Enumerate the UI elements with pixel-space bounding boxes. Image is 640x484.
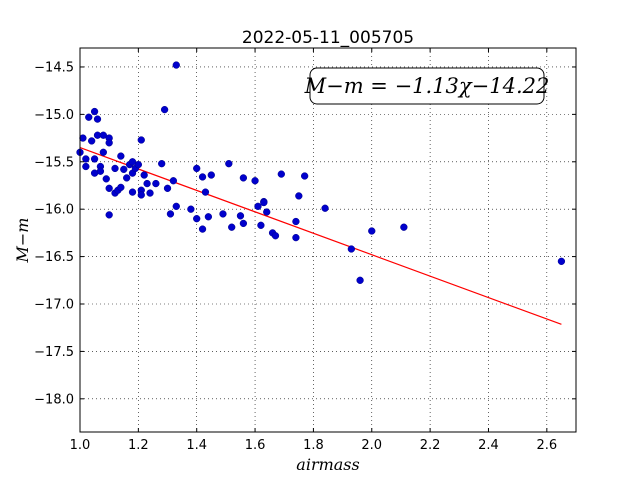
y-tick-label: −18.0	[34, 392, 74, 407]
data-point	[357, 277, 364, 284]
data-point	[272, 232, 279, 239]
y-tick-label: −15.0	[34, 108, 74, 123]
data-point	[228, 224, 235, 231]
data-point	[112, 165, 119, 172]
data-point	[94, 116, 101, 123]
x-tick-label: 2.2	[420, 438, 441, 453]
data-point	[138, 137, 145, 144]
data-point	[135, 161, 142, 168]
x-tick-label: 2.0	[361, 438, 382, 453]
data-point	[205, 213, 212, 220]
data-point	[91, 156, 98, 163]
data-point	[293, 234, 300, 241]
x-tick-labels: 1.0 1.2 1.4 1.6 1.8 2.0 2.2 2.4 2.6	[70, 438, 558, 453]
data-point	[348, 246, 355, 253]
x-tick-label: 2.4	[478, 438, 499, 453]
data-point	[558, 258, 565, 265]
x-tick-label: 1.2	[128, 438, 149, 453]
data-point	[278, 171, 285, 178]
data-point	[138, 192, 145, 199]
data-point	[158, 160, 165, 167]
data-point	[91, 108, 98, 115]
data-point	[240, 174, 247, 181]
y-tick-label: −16.5	[34, 250, 74, 265]
data-point	[144, 180, 151, 187]
data-point	[123, 174, 130, 181]
data-point	[173, 203, 180, 210]
x-tick-label: 1.6	[245, 438, 266, 453]
plot-area	[77, 48, 576, 432]
data-point	[80, 135, 87, 142]
data-point	[97, 168, 104, 175]
data-point	[263, 209, 270, 216]
data-point	[141, 172, 148, 179]
chart-title: 2022-05-11_005705	[242, 28, 414, 48]
data-point	[173, 62, 180, 69]
data-point	[106, 211, 113, 218]
data-point	[117, 184, 124, 191]
data-point	[152, 180, 159, 187]
fit-annotation: M−m = −1.13χ−14.22	[304, 68, 550, 104]
x-tick-label: 1.0	[70, 438, 91, 453]
data-point	[147, 190, 154, 197]
data-point	[293, 218, 300, 225]
data-point	[301, 173, 308, 180]
data-point	[237, 212, 244, 219]
data-point	[202, 189, 209, 196]
data-point	[88, 138, 95, 145]
x-axis-label: airmass	[296, 455, 359, 474]
data-point	[167, 211, 174, 218]
data-point	[400, 224, 407, 231]
data-point	[129, 189, 136, 196]
data-point	[106, 139, 113, 146]
data-point	[106, 185, 113, 192]
data-point	[255, 203, 262, 210]
data-point	[117, 153, 124, 160]
data-point	[225, 160, 232, 167]
data-point	[103, 175, 110, 182]
data-point	[220, 211, 227, 218]
data-point	[161, 106, 168, 113]
data-point	[170, 177, 177, 184]
data-point	[193, 165, 200, 172]
y-axis-label: M−m	[13, 218, 32, 264]
y-tick-label: −16.0	[34, 203, 74, 218]
y-tick-label: −14.5	[34, 60, 74, 75]
data-point	[199, 226, 206, 233]
data-point	[82, 163, 89, 170]
plot-background	[80, 48, 576, 432]
data-point	[208, 172, 215, 179]
data-point	[199, 174, 206, 181]
data-point	[260, 199, 267, 206]
data-point	[164, 185, 171, 192]
data-point	[252, 177, 259, 184]
x-tick-label: 1.8	[303, 438, 324, 453]
data-point	[295, 193, 302, 200]
y-tick-label: −17.5	[34, 345, 74, 360]
data-point	[240, 220, 247, 227]
x-tick-label: 2.6	[536, 438, 557, 453]
y-tick-label: −15.5	[34, 155, 74, 170]
x-tick-label: 1.4	[186, 438, 207, 453]
fit-equation-label: M−m = −1.13χ−14.22	[304, 74, 550, 98]
data-point	[368, 228, 375, 235]
data-point	[85, 114, 92, 121]
data-point	[187, 206, 194, 213]
y-tick-label: −17.0	[34, 298, 74, 313]
data-point	[322, 205, 329, 212]
data-point	[193, 215, 200, 222]
data-point	[257, 222, 264, 229]
data-point	[120, 166, 127, 173]
data-point	[100, 149, 107, 156]
